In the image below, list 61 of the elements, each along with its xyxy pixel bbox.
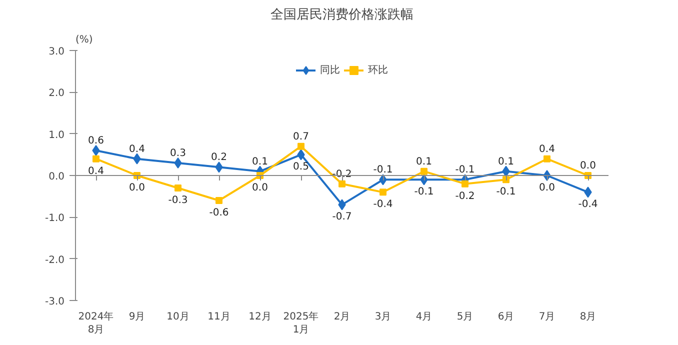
- y-tick-label: 0.0: [48, 172, 65, 182]
- data-label: 0.4: [539, 144, 555, 155]
- y-axis-title: (%): [76, 34, 93, 46]
- data-label: 0.4: [129, 144, 145, 155]
- data-label: 0.1: [252, 156, 268, 168]
- data-label: 0.7: [293, 131, 309, 142]
- data-label: -0.6: [209, 208, 229, 218]
- x-tick-label: 3月: [374, 312, 392, 322]
- x-tick-label: 10月: [166, 312, 190, 322]
- data-label: 0.4: [88, 166, 104, 177]
- y-tick-label: 3.0: [48, 46, 65, 58]
- legend-label: 环比: [368, 64, 388, 77]
- y-tick-label: -2.0: [44, 254, 65, 266]
- data-label: -0.7: [332, 212, 352, 223]
- data-label: -0.1: [455, 164, 475, 176]
- y-tick-label: 2.0: [48, 88, 65, 100]
- x-tick-label: 11月: [208, 312, 230, 322]
- point: [174, 158, 182, 168]
- point: [298, 142, 304, 150]
- data-label: -0.1: [496, 186, 516, 198]
- y-tick-label: -1.0: [44, 213, 65, 224]
- point: [502, 176, 510, 184]
- y-tick-label: -3.0: [44, 296, 65, 308]
- x-tick-label: 9月: [128, 312, 146, 322]
- x-tick-label: 2月: [334, 312, 350, 322]
- x-tick-label: 12月: [248, 312, 272, 322]
- x-tick-label: 4月: [416, 312, 432, 322]
- x-tick-label: 6月: [498, 312, 514, 322]
- x-tick-label: 8月: [580, 312, 596, 322]
- data-label: 0.1: [498, 156, 514, 168]
- data-label: -0.4: [373, 199, 393, 210]
- data-label: 0.1: [416, 156, 432, 168]
- point: [338, 180, 346, 188]
- data-label: -0.4: [578, 199, 598, 210]
- data-label: 0.6: [88, 136, 104, 146]
- data-label: 0.0: [580, 160, 596, 172]
- data-label: -0.1: [373, 164, 393, 176]
- data-label: 0.2: [211, 152, 227, 164]
- data-label: -0.1: [414, 186, 434, 198]
- legend-label: 同比: [320, 64, 340, 77]
- data-label: -0.2: [455, 190, 475, 202]
- data-label: 0.0: [252, 182, 268, 194]
- x-tick-label: 2024年 8月: [78, 310, 114, 336]
- x-tick-label: 7月: [538, 312, 556, 322]
- data-label: 0.0: [129, 182, 145, 194]
- point: [92, 155, 100, 162]
- data-label: -0.3: [168, 195, 188, 206]
- data-label: 0.0: [539, 182, 555, 194]
- point: [380, 188, 386, 196]
- point: [462, 180, 468, 188]
- point: [544, 155, 550, 162]
- data-label: 0.5: [293, 162, 309, 173]
- data-label: 0.3: [170, 148, 186, 159]
- y-tick-label: 1.0: [48, 130, 65, 141]
- x-tick-label: 5月: [456, 312, 474, 322]
- point: [420, 168, 428, 175]
- x-tick-label: 2025年 1月: [283, 310, 319, 336]
- point: [174, 184, 182, 192]
- point: [92, 145, 100, 156]
- point: [216, 197, 222, 204]
- chart-title: 全国居民消费价格涨跌幅: [270, 8, 414, 22]
